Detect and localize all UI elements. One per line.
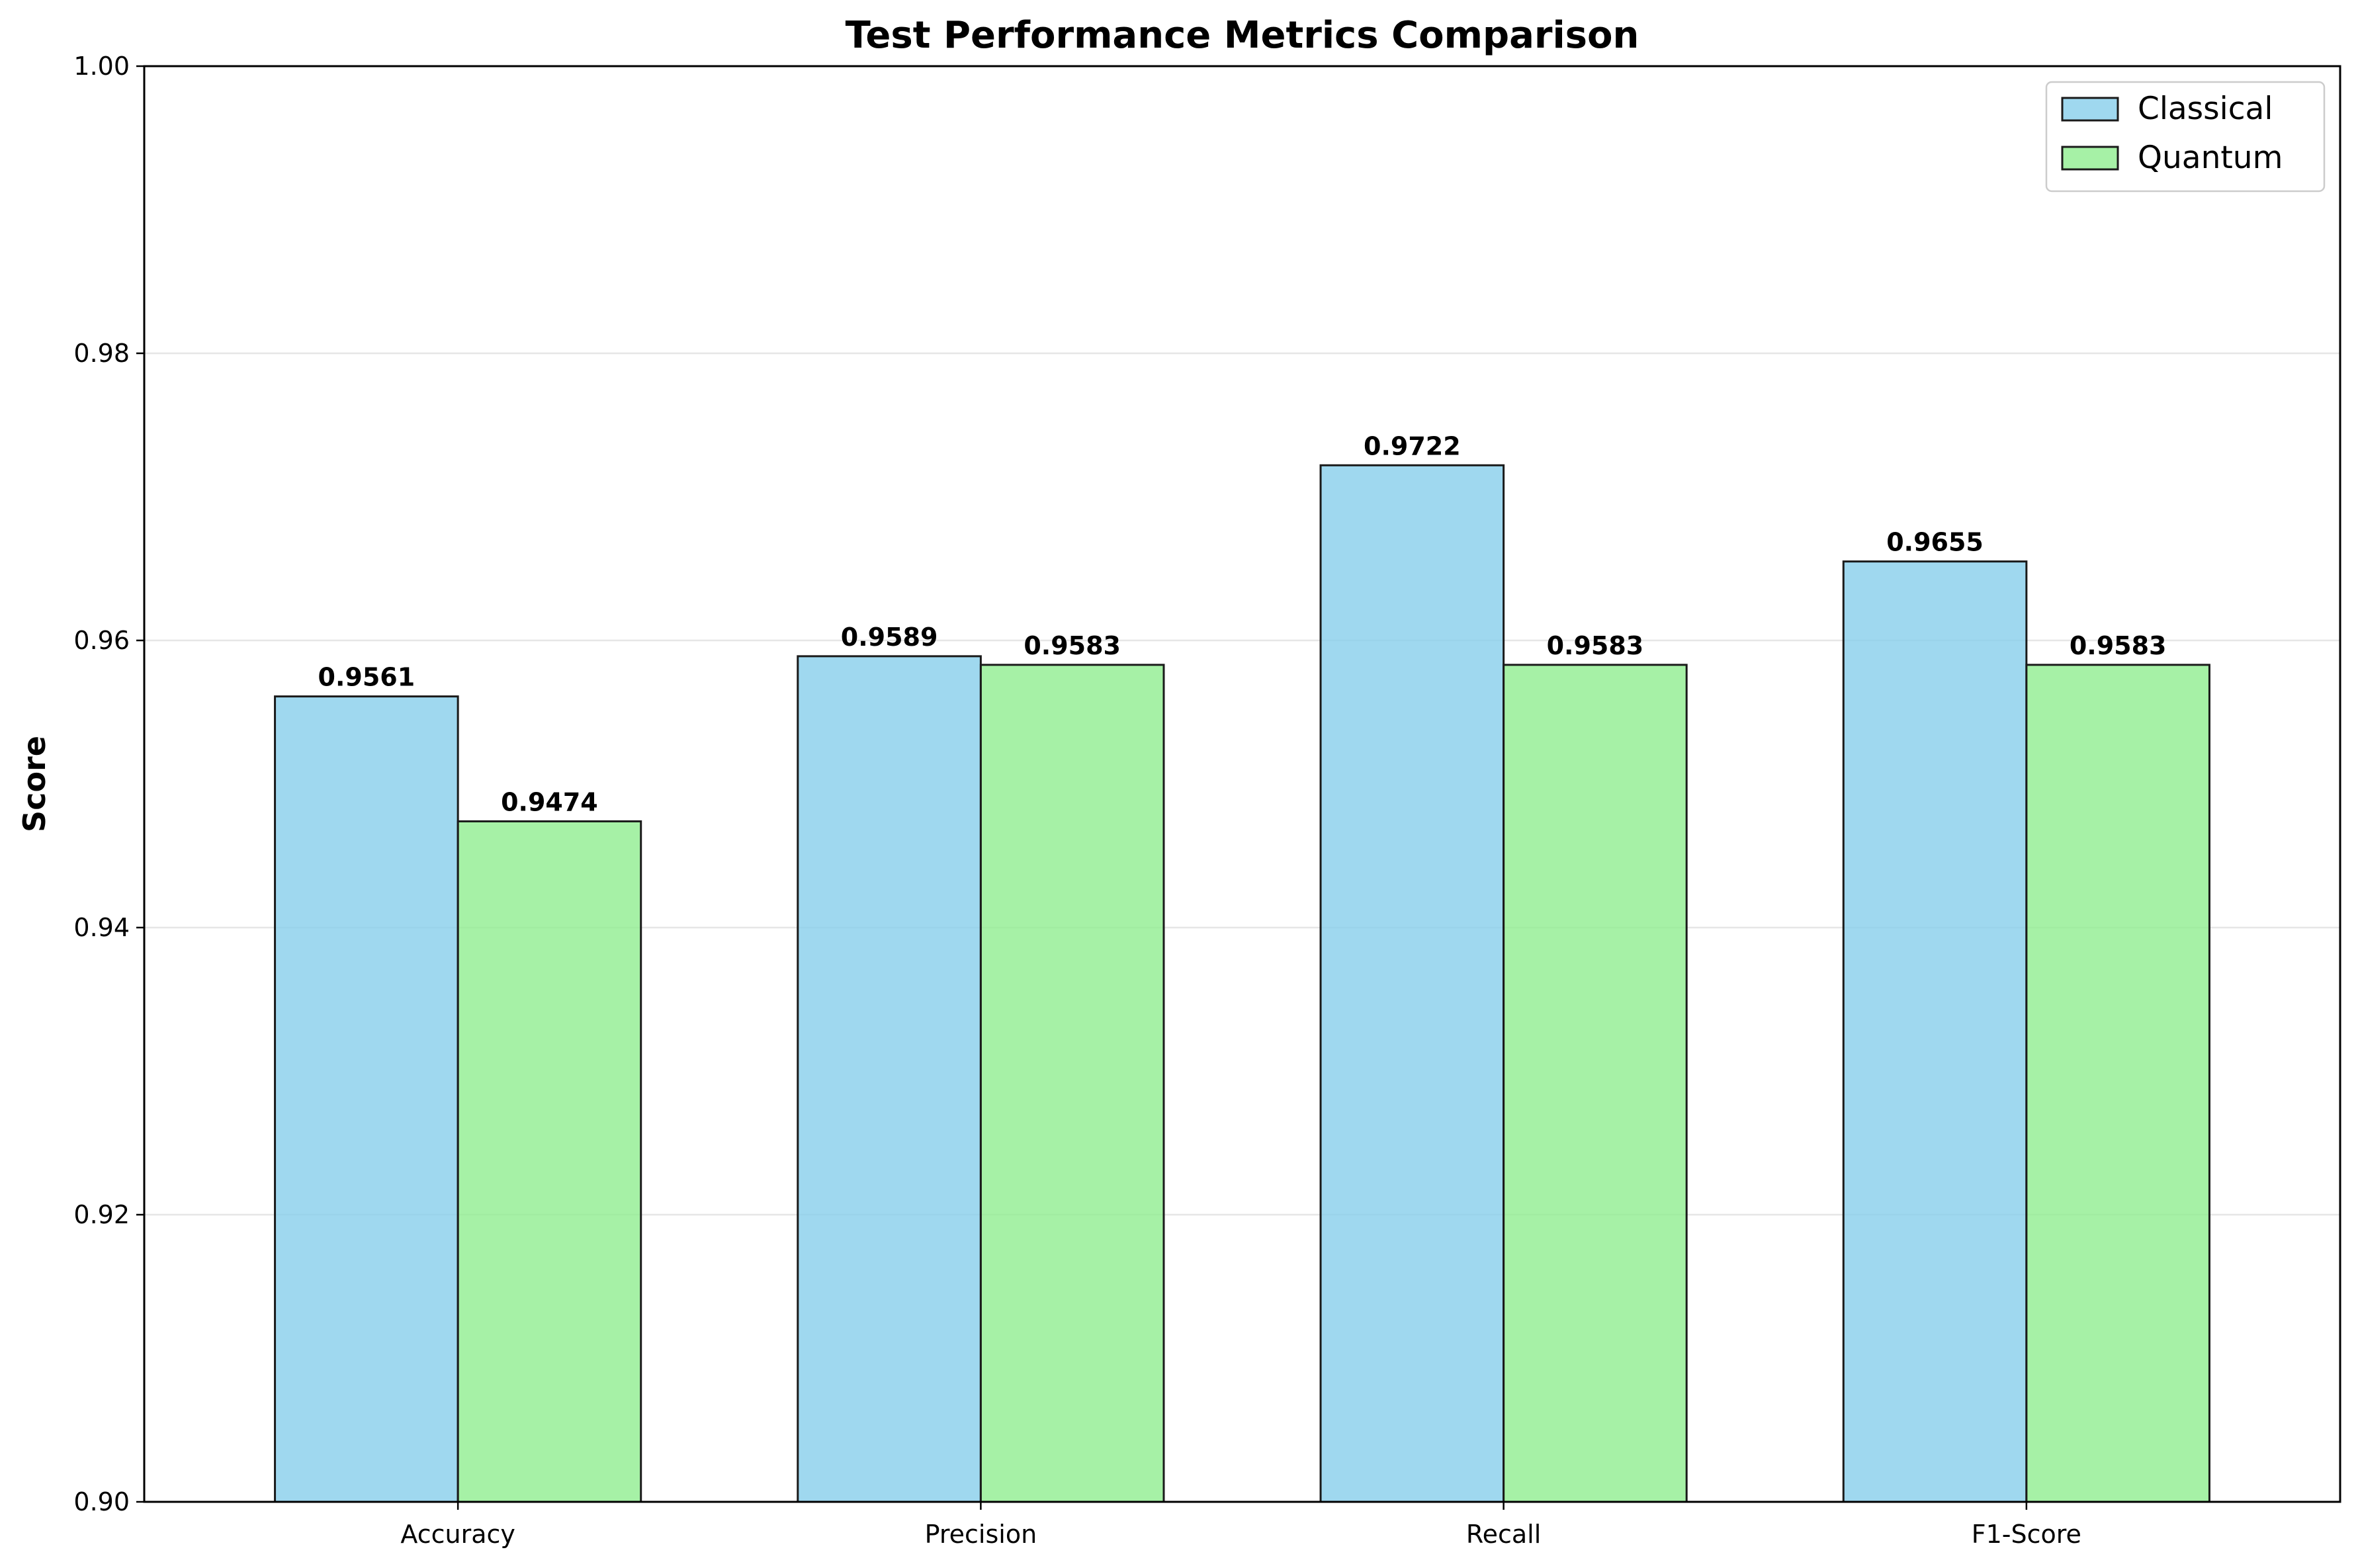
y-tick-label: 0.98 [73, 339, 130, 368]
bar-classical-precision [797, 655, 982, 1503]
bar-quantum-accuracy [457, 820, 642, 1503]
y-tick-label: 0.94 [73, 913, 130, 942]
y-axis-ticks: 0.90 0.92 0.94 0.96 0.98 1.00 [73, 52, 144, 1516]
legend-label-classical: Classical [2138, 91, 2273, 127]
plot-frame [143, 65, 2341, 1503]
value-label: 0.9655 [1886, 528, 1984, 557]
value-label: 0.9589 [841, 623, 938, 652]
y-tick-label: 1.00 [73, 52, 130, 81]
bar-classical-accuracy [274, 695, 459, 1503]
bar-quantum-recall [1503, 664, 1688, 1503]
x-axis-ticks: Accuracy Precision Recall F1-Score [400, 1502, 2081, 1549]
value-label: 0.9583 [1024, 631, 1121, 660]
chart-title: Test Performance Metrics Comparison [846, 14, 1639, 57]
value-label: 0.9583 [2070, 631, 2167, 660]
value-label: 0.9583 [1547, 631, 1644, 660]
legend-swatch-quantum [2061, 146, 2119, 171]
y-tick-label: 0.96 [73, 626, 130, 655]
value-label: 0.9561 [318, 663, 415, 692]
value-labels: 0.9561 0.9474 0.9589 0.9583 0.9722 0.9583 0.96… [318, 431, 2167, 816]
bar-quantum-precision [979, 664, 1165, 1503]
bar-classical-recall [1319, 464, 1505, 1503]
legend-label-quantum: Quantum [2138, 140, 2283, 176]
y-axis-label: Score [17, 736, 52, 832]
legend: Classical Quantum [2045, 81, 2326, 193]
value-label: 0.9474 [501, 787, 598, 816]
bars [274, 464, 2210, 1503]
bar-classical-f1-score [1842, 560, 2028, 1503]
value-label: 0.9722 [1364, 431, 1461, 460]
bar-quantum-f1-score [2025, 664, 2210, 1503]
y-tick-label: 0.92 [73, 1200, 130, 1229]
legend-swatch-classical [2061, 97, 2119, 122]
y-tick-label: 0.90 [73, 1487, 130, 1516]
x-tick-label: Precision [925, 1520, 1037, 1549]
x-tick-label: F1-Score [1972, 1520, 2081, 1549]
x-tick-label: Accuracy [400, 1520, 515, 1549]
x-tick-label: Recall [1466, 1520, 1541, 1549]
